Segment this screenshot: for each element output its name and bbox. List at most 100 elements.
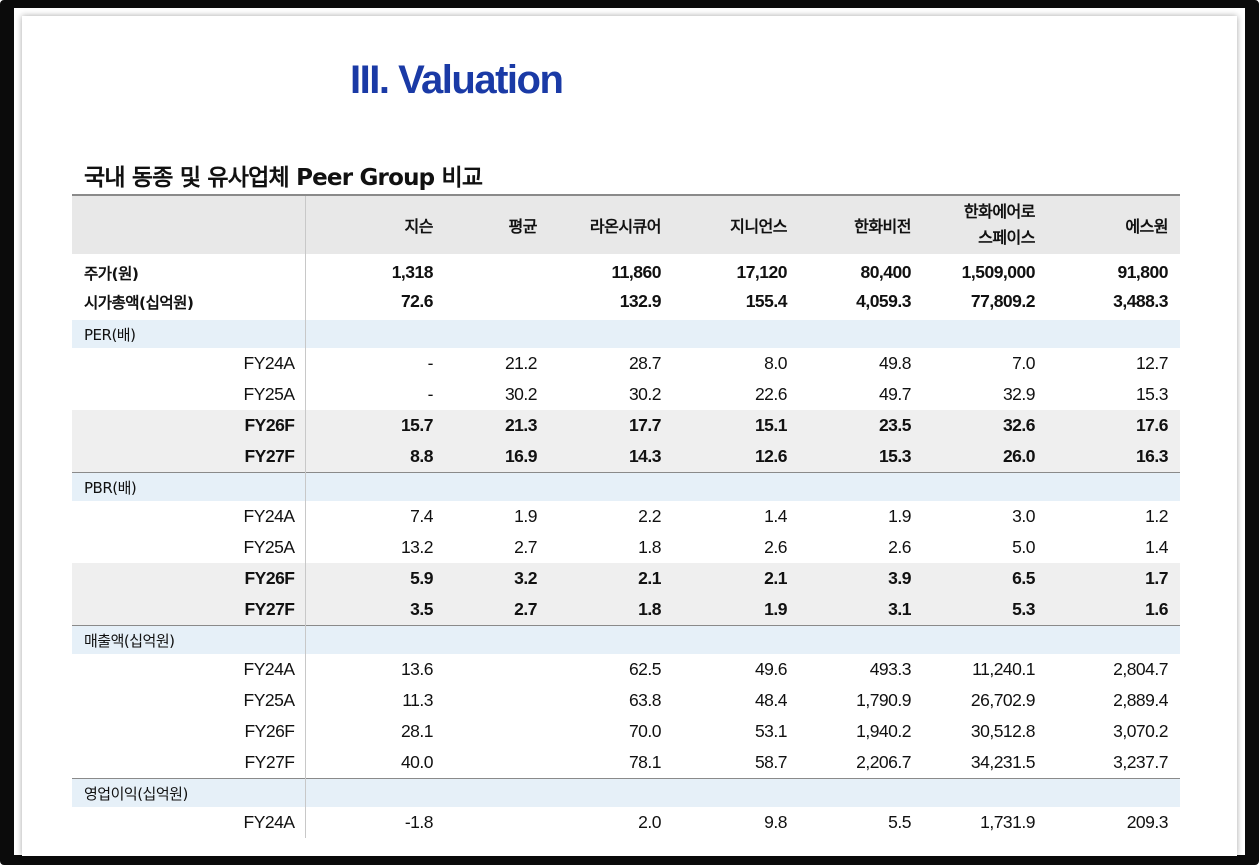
table-cell xyxy=(445,685,549,716)
table-cell xyxy=(445,625,549,654)
table-cell: 1.4 xyxy=(764,506,787,526)
table-cell: 72.6 xyxy=(400,291,434,311)
table-cell: 15.3 xyxy=(799,441,923,473)
table-row: 주가(원) 1,318 11,860 17,120 80,400 1,509,000 91,… xyxy=(72,254,1180,287)
table-cell: 1,318 xyxy=(391,262,434,282)
table-cell xyxy=(549,472,673,501)
table-cell: 1.9 xyxy=(673,594,799,626)
table-cell: 40.0 xyxy=(400,752,434,772)
row-label: FY27F xyxy=(72,441,306,473)
table-cell: 2.2 xyxy=(638,506,661,526)
row-label: FY26F xyxy=(72,563,306,594)
table-cell xyxy=(923,625,1047,654)
table-cell: 63.8 xyxy=(628,690,662,710)
section-header-row: PBR(배) xyxy=(72,472,1180,501)
section-header-row: PER(배) xyxy=(72,320,1180,348)
table-cell: 2.6 xyxy=(888,537,911,557)
table-cell: 3,237.7 xyxy=(1113,752,1168,772)
table-cell: 155.4 xyxy=(745,291,788,311)
table-cell: 30,512.8 xyxy=(970,721,1036,741)
table-cell: 49.6 xyxy=(754,659,788,679)
section-header-row: 영업이익(십억원) xyxy=(72,778,1180,807)
table-cell: 1,790.9 xyxy=(856,690,911,710)
table-cell xyxy=(445,287,549,320)
column-header: 라온시큐어 xyxy=(549,194,673,254)
table-cell xyxy=(445,747,549,779)
table-cell: 23.5 xyxy=(799,410,923,441)
table-cell xyxy=(305,625,445,654)
table-cell: 7.0 xyxy=(1012,353,1035,373)
table-row: FY26F 15.7 21.3 17.7 15.1 23.5 32.6 17.6 xyxy=(72,410,1180,441)
table-cell: 49.7 xyxy=(878,384,912,404)
table-row: FY25A - 30.2 30.2 22.6 49.7 32.9 15.3 xyxy=(72,379,1180,410)
section-label: 매출액(십억원) xyxy=(72,625,306,654)
table-cell: 6.5 xyxy=(923,563,1047,594)
table-row: FY27F 3.5 2.7 1.8 1.9 3.1 5.3 1.6 xyxy=(72,594,1180,626)
table-cell xyxy=(923,778,1047,807)
table-cell xyxy=(923,320,1047,348)
row-label: 시가총액(십억원) xyxy=(72,287,306,320)
table-cell xyxy=(305,778,445,807)
table-cell xyxy=(305,320,445,348)
table-row: FY25A 11.3 63.8 48.4 1,790.9 26,702.9 2,889.4 xyxy=(72,685,1180,716)
section-label: PER(배) xyxy=(72,320,306,348)
table-cell: 1.8 xyxy=(638,537,661,557)
table-cell: 26.0 xyxy=(923,441,1047,473)
table-cell: 3.9 xyxy=(799,563,923,594)
table-row: FY27F 40.0 78.1 58.7 2,206.7 34,231.5 3,237.7 xyxy=(72,747,1180,779)
table-row: FY25A 13.2 2.7 1.8 2.6 2.6 5.0 1.4 xyxy=(72,532,1180,563)
table-cell: 1.4 xyxy=(1145,537,1168,557)
table-cell: 26,702.9 xyxy=(970,690,1036,710)
table-cell: 1.6 xyxy=(1047,594,1180,626)
section-header-row: 매출액(십억원) xyxy=(72,625,1180,654)
table-cell xyxy=(445,807,549,838)
table-cell: 62.5 xyxy=(628,659,662,679)
table-cell: 30.2 xyxy=(628,384,662,404)
table-cell: 1,940.2 xyxy=(856,721,911,741)
table-cell: 15.3 xyxy=(1135,384,1169,404)
table-cell: 1.7 xyxy=(1047,563,1180,594)
table-cell: 91,800 xyxy=(1117,262,1168,282)
table-cell: 3.5 xyxy=(305,594,445,626)
row-label: FY25A xyxy=(72,685,306,716)
table-row: FY24A - 21.2 28.7 8.0 49.8 7.0 12.7 xyxy=(72,348,1180,379)
table-cell xyxy=(673,778,799,807)
table-cell xyxy=(1047,625,1180,654)
table-row: FY26F 5.9 3.2 2.1 2.1 3.9 6.5 1.7 xyxy=(72,563,1180,594)
table-cell: 21.3 xyxy=(445,410,549,441)
table-cell: 28.7 xyxy=(628,353,662,373)
table-cell: 2.1 xyxy=(673,563,799,594)
table-cell: 30.2 xyxy=(504,384,538,404)
table-cell: 77,809.2 xyxy=(970,291,1036,311)
table-cell: 3,070.2 xyxy=(1113,721,1168,741)
table-cell xyxy=(799,472,923,501)
table-cell: 3.2 xyxy=(445,563,549,594)
table-cell: 49.8 xyxy=(878,353,912,373)
row-label: FY24A xyxy=(72,501,306,532)
table-cell: 2.7 xyxy=(445,594,549,626)
header-corner xyxy=(72,194,306,254)
table-cell xyxy=(799,320,923,348)
table-cell: 5.9 xyxy=(305,563,445,594)
row-label: FY26F xyxy=(72,410,306,441)
table-cell xyxy=(549,625,673,654)
table-row: FY26F 28.1 70.0 53.1 1,940.2 30,512.8 3,070.2 xyxy=(72,716,1180,747)
column-header: 평균 xyxy=(445,194,549,254)
section-title: III. Valuation xyxy=(350,58,564,102)
table-cell: 2,889.4 xyxy=(1113,690,1168,710)
table-cell: 1,509,000 xyxy=(961,262,1036,282)
table-cell: 12.6 xyxy=(673,441,799,473)
table-cell: 209.3 xyxy=(1126,812,1169,832)
row-label: FY24A xyxy=(72,348,306,379)
section-label: PBR(배) xyxy=(72,472,306,501)
table-cell: 11.3 xyxy=(402,690,433,710)
table-cell: 3.0 xyxy=(1012,506,1035,526)
table-cell: 53.1 xyxy=(754,721,788,741)
table-cell: 34,231.5 xyxy=(970,752,1036,772)
table-cell: 13.6 xyxy=(400,659,434,679)
table-cell: 80,400 xyxy=(860,262,911,282)
table-cell xyxy=(445,472,549,501)
table-cell: 21.2 xyxy=(504,353,538,373)
column-header: 지니언스 xyxy=(673,194,799,254)
row-label: FY24A xyxy=(72,654,306,685)
